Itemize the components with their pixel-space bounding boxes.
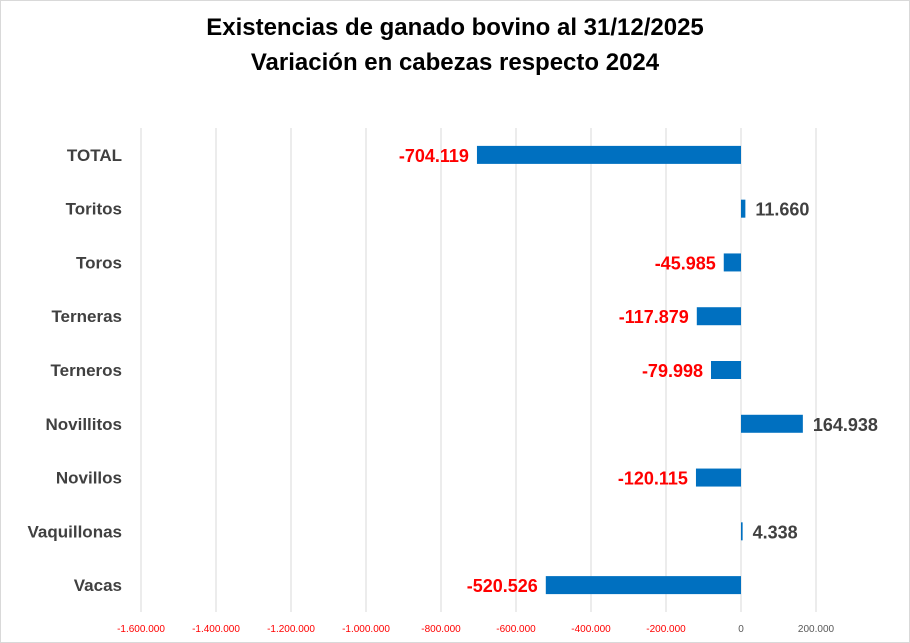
data-label: 164.938 (813, 415, 878, 435)
chart-title-line-2: Variación en cabezas respecto 2024 (250, 49, 660, 76)
data-label: 4.338 (753, 522, 798, 542)
bar (711, 361, 741, 379)
bar (741, 199, 746, 218)
data-label: -117.879 (619, 307, 689, 327)
bar (695, 468, 741, 487)
category-label: Novillitos (45, 415, 122, 434)
x-tick-label: -1.200.000 (267, 624, 315, 635)
x-tick-label: -1.000.000 (342, 624, 390, 635)
bar (696, 307, 741, 326)
x-tick-label: -600.000 (496, 624, 536, 635)
category-label: Terneras (51, 307, 122, 326)
category-label: Terneros (51, 361, 123, 380)
data-label: -120.115 (618, 469, 688, 489)
category-label: TOTAL (67, 146, 122, 165)
data-label: 11.660 (755, 200, 809, 220)
bar (723, 253, 741, 272)
data-label: -45.985 (655, 253, 716, 273)
x-tick-label: 0 (738, 624, 744, 635)
x-tick-label: -1.400.000 (192, 624, 240, 635)
x-tick-label: -1.600.000 (117, 624, 165, 635)
x-tick-label: -200.000 (646, 624, 686, 635)
data-label: -79.998 (642, 361, 703, 381)
data-label: -704.119 (399, 146, 469, 166)
bar (476, 145, 741, 164)
category-label: Vacas (74, 576, 122, 595)
chart-title-line-1: Existencias de ganado bovino al 31/12/20… (206, 14, 704, 41)
x-tick-label: 200.000 (798, 624, 835, 635)
x-tick-label: -400.000 (571, 624, 611, 635)
category-label: Novillos (56, 469, 122, 488)
bar (545, 576, 741, 595)
bar (741, 414, 803, 433)
category-label: Toritos (66, 200, 122, 219)
data-label: -520.526 (467, 576, 538, 596)
x-tick-label: -800.000 (421, 624, 461, 635)
category-label: Vaquillonas (28, 522, 122, 541)
bar (741, 522, 743, 541)
category-label: Toros (76, 253, 122, 272)
